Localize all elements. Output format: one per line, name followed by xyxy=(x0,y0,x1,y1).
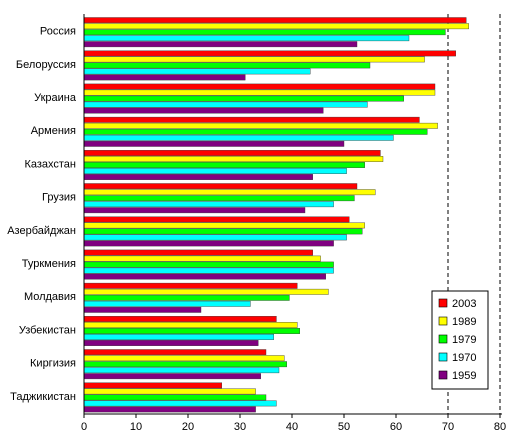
category-label-2: Украина xyxy=(34,92,77,104)
category-label-9: Узбекистан xyxy=(19,324,76,336)
category-label-4: Казахстан xyxy=(24,158,76,170)
bar-1959-7 xyxy=(83,273,327,280)
plot-area: Россия Белоруссия Украина Армения Казахстан Г… xyxy=(7,14,506,433)
bar-1979-9 xyxy=(83,328,301,334)
bar-2003-3 xyxy=(83,116,420,123)
bar-2003-10 xyxy=(83,349,267,356)
legend-label-1979: 1979 xyxy=(452,334,476,346)
bar-1979-3 xyxy=(83,128,428,135)
bar-1979-1 xyxy=(83,62,371,69)
bar-1989-0 xyxy=(83,23,469,30)
x-tick-label-70: 70 xyxy=(442,421,454,433)
category-label-10: Киргизия xyxy=(30,358,76,370)
bar-2003-4 xyxy=(83,150,381,156)
bar-1970-3 xyxy=(83,134,394,141)
bar-1979-0 xyxy=(83,29,446,36)
legend-swatch-1959 xyxy=(438,370,448,380)
bar-1989-2 xyxy=(83,89,436,96)
bar-2003-6 xyxy=(83,216,350,223)
x-tick-label-20: 20 xyxy=(182,421,194,433)
bar-1959-8 xyxy=(83,306,202,313)
bar-1970-2 xyxy=(83,101,368,108)
bar-2003-0 xyxy=(83,17,467,24)
x-tick-label-0: 0 xyxy=(81,421,87,433)
bar-2003-5 xyxy=(83,183,358,190)
bar-1970-4 xyxy=(83,168,347,174)
bar-1959-2 xyxy=(83,107,324,114)
category-label-0: Россия xyxy=(40,26,76,38)
legend-label-1989: 1989 xyxy=(452,316,476,328)
bar-1959-10 xyxy=(83,373,262,380)
bar-1979-11 xyxy=(83,394,267,401)
bar-1959-3 xyxy=(83,140,345,147)
bar-1979-8 xyxy=(83,294,290,301)
bar-1989-11 xyxy=(83,388,256,395)
category-label-7: Туркмения xyxy=(22,258,76,270)
bar-1970-9 xyxy=(83,334,275,340)
bar-2003-1 xyxy=(83,50,456,57)
bar-2003-2 xyxy=(83,83,436,90)
bar-1970-0 xyxy=(83,35,410,42)
bar-1970-8 xyxy=(83,300,251,307)
bar-1979-2 xyxy=(83,95,404,102)
legend-swatch-2003 xyxy=(438,298,448,308)
legend-label-1959: 1959 xyxy=(452,370,476,382)
bar-1979-5 xyxy=(83,195,355,202)
category-label-3: Армения xyxy=(31,125,76,137)
bar-1970-11 xyxy=(83,400,277,407)
bar-1979-10 xyxy=(83,361,288,368)
bar-1959-6 xyxy=(83,240,334,247)
x-tick-label-10: 10 xyxy=(130,421,142,433)
bar-1989-3 xyxy=(83,122,438,129)
bar-1979-6 xyxy=(83,228,363,235)
bar-1970-6 xyxy=(83,234,347,241)
bar-1970-7 xyxy=(83,267,334,274)
bar-1979-7 xyxy=(83,261,334,268)
bar-1959-5 xyxy=(83,207,306,214)
legend-swatch-1989 xyxy=(438,316,448,326)
category-label-5: Грузия xyxy=(42,192,76,204)
x-tick-label-80: 80 xyxy=(494,421,506,433)
bar-1970-10 xyxy=(83,367,280,374)
bar-2003-8 xyxy=(83,282,298,289)
bar-1989-5 xyxy=(83,189,376,196)
category-label-11: Таджикистан xyxy=(10,391,76,403)
legend-swatch-1979 xyxy=(438,334,448,344)
bar-1959-9 xyxy=(83,340,259,346)
x-tick-label-50: 50 xyxy=(338,421,350,433)
bar-1989-10 xyxy=(83,355,285,362)
bar-1970-1 xyxy=(83,68,311,75)
bar-2003-7 xyxy=(83,249,314,256)
bar-1970-5 xyxy=(83,201,334,208)
x-tick-label-30: 30 xyxy=(234,421,246,433)
category-label-6: Азербайджан xyxy=(7,225,76,237)
bar-1959-0 xyxy=(83,41,358,48)
x-tick-label-60: 60 xyxy=(390,421,402,433)
bar-1959-11 xyxy=(83,406,256,413)
bar-1959-1 xyxy=(83,74,246,81)
bar-1979-4 xyxy=(83,162,365,168)
bar-1959-4 xyxy=(83,174,314,180)
bar-1989-9 xyxy=(83,322,298,328)
bar-1989-8 xyxy=(83,288,329,295)
bar-1989-7 xyxy=(83,255,321,262)
legend-swatch-1970 xyxy=(438,352,448,362)
category-label-8: Молдавия xyxy=(24,291,76,303)
category-label-1: Белоруссия xyxy=(16,59,76,71)
legend-label-2003: 2003 xyxy=(452,298,476,310)
bar-1989-1 xyxy=(83,56,425,63)
legend: 2003 1989 1979 1970 1959 xyxy=(431,290,489,390)
bar-1989-6 xyxy=(83,222,365,229)
legend-label-1970: 1970 xyxy=(452,352,476,364)
bar-2003-9 xyxy=(83,316,277,322)
bar-2003-11 xyxy=(83,382,223,389)
bar-1989-4 xyxy=(83,156,384,162)
x-tick-label-40: 40 xyxy=(286,421,298,433)
